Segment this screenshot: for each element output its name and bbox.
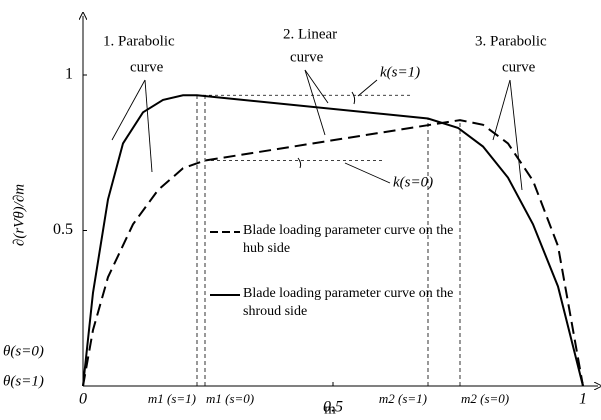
y-tick-label: 1 <box>65 66 73 83</box>
leader-line <box>111 79 146 141</box>
annotation: θ(s=0) <box>3 343 44 359</box>
annotation: 2. Linear <box>283 26 337 42</box>
legend-label: Blade loading parameter curve on the hub… <box>243 223 454 256</box>
x-tick-label: 0 <box>79 391 87 408</box>
y-tick-label: 0.5 <box>53 221 73 238</box>
leader-line <box>144 79 153 173</box>
leader-line <box>344 162 391 184</box>
legend-item: Blade loading parameter curve on the hub… <box>243 223 454 256</box>
x-tick-label: m1 (s=1) <box>148 391 196 406</box>
x-axis-label: m <box>324 401 336 417</box>
annotation: θ(s=1) <box>3 373 44 389</box>
series-line <box>82 94 584 387</box>
annotation: k(s=1) <box>380 64 420 80</box>
annotation: 1. Parabolic <box>103 33 175 49</box>
x-tick-label: m2 (s=0) <box>461 391 509 406</box>
leader-line <box>304 69 326 136</box>
k-arc <box>297 157 302 169</box>
x-tick-label: 1 <box>579 391 587 408</box>
legend-item: Blade loading parameter curve on the shr… <box>243 286 454 319</box>
y-axis-label: ∂(rVθ)/∂m <box>11 184 27 246</box>
leader-line <box>509 79 523 191</box>
x-tick-label: m1 (s=0) <box>206 391 254 406</box>
annotation: 3. Parabolic <box>475 33 547 49</box>
leader-line <box>357 79 378 97</box>
annotation: curve <box>502 59 536 75</box>
x-tick-label: m2 (s=1) <box>379 391 427 406</box>
x-tick-label: 0.5 <box>323 399 343 416</box>
k-arc <box>351 91 356 105</box>
series-line <box>82 119 584 387</box>
annotation: curve <box>290 49 324 65</box>
annotation: curve <box>130 59 164 75</box>
leader-line <box>492 79 511 141</box>
leader-line <box>304 69 329 104</box>
annotation: k(s=0) <box>393 174 433 190</box>
legend-label: Blade loading parameter curve on the shr… <box>243 286 454 319</box>
